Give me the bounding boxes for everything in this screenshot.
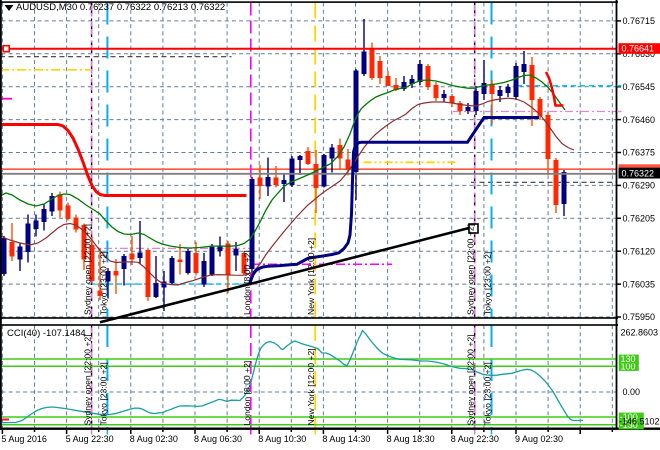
svg-text:0.76545: 0.76545 bbox=[623, 82, 656, 92]
svg-text:0.76375: 0.76375 bbox=[623, 148, 656, 158]
svg-text:8 Aug 06:30: 8 Aug 06:30 bbox=[194, 434, 242, 444]
svg-text:8 Aug 22:30: 8 Aug 22:30 bbox=[451, 434, 499, 444]
svg-text:-146.5102: -146.5102 bbox=[619, 417, 660, 427]
svg-text:262.8603: 262.8603 bbox=[621, 327, 659, 337]
svg-text:London [8:00 +2]: London [8:00 +2] bbox=[242, 250, 252, 315]
svg-text:Tokyo [23:00 +2]: Tokyo [23:00 +2] bbox=[483, 252, 493, 315]
svg-text:Tokyo [23:00 +2]: Tokyo [23:00 +2] bbox=[98, 252, 108, 315]
svg-text:Tokyo [23:00 +2]: Tokyo [23:00 +2] bbox=[98, 362, 108, 425]
svg-text:0.76641: 0.76641 bbox=[622, 44, 655, 54]
svg-text:0.76322: 0.76322 bbox=[622, 168, 655, 178]
svg-text:100: 100 bbox=[621, 361, 636, 371]
svg-text:8 Aug 18:30: 8 Aug 18:30 bbox=[387, 434, 435, 444]
svg-text:Sydney open [22:00 +2]: Sydney open [22:00 +2] bbox=[83, 224, 93, 315]
svg-text:New York [12:00 +2]: New York [12:00 +2] bbox=[306, 238, 316, 315]
svg-text:8 Aug 14:30: 8 Aug 14:30 bbox=[322, 434, 370, 444]
svg-text:Sydney open [22:00 +2]: Sydney open [22:00 +2] bbox=[83, 334, 93, 425]
svg-text:AUDUSD,M30 0.76237 0.76322 0.: AUDUSD,M30 0.76237 0.76322 0.76213 0.763… bbox=[16, 2, 225, 13]
svg-text:0.00: 0.00 bbox=[623, 387, 641, 397]
svg-text:5 Aug 22:30: 5 Aug 22:30 bbox=[66, 434, 114, 444]
svg-text:Sydney open [22:00 +2]: Sydney open [22:00 +2] bbox=[466, 334, 476, 425]
svg-text:London [8:00 +2]: London [8:00 +2] bbox=[242, 361, 252, 426]
svg-text:0.76630: 0.76630 bbox=[623, 49, 656, 59]
svg-text:8 Aug 02:30: 8 Aug 02:30 bbox=[130, 434, 178, 444]
svg-text:0.75950: 0.75950 bbox=[623, 312, 656, 322]
svg-text:New York [12:00 +2]: New York [12:00 +2] bbox=[306, 348, 316, 425]
svg-text:0.76205: 0.76205 bbox=[623, 214, 656, 224]
svg-text:8 Aug 10:30: 8 Aug 10:30 bbox=[258, 434, 306, 444]
svg-text:0.76035: 0.76035 bbox=[623, 279, 656, 289]
svg-text:CCI(40) -107.1484: CCI(40) -107.1484 bbox=[7, 328, 86, 339]
svg-text:0.76460: 0.76460 bbox=[623, 115, 656, 125]
svg-text:Sydney open [22:00 +2]: Sydney open [22:00 +2] bbox=[466, 224, 476, 315]
svg-text:Tokyo [23:00 +2]: Tokyo [23:00 +2] bbox=[483, 362, 493, 425]
svg-text:-130: -130 bbox=[620, 420, 638, 430]
svg-text:0.76715: 0.76715 bbox=[623, 16, 656, 26]
svg-text:0.76120: 0.76120 bbox=[623, 246, 656, 256]
svg-text:-100: -100 bbox=[620, 412, 638, 422]
svg-text:0.76290: 0.76290 bbox=[623, 181, 656, 191]
svg-text:9 Aug 02:30: 9 Aug 02:30 bbox=[515, 434, 563, 444]
svg-text:130: 130 bbox=[621, 354, 636, 364]
svg-text:5 Aug 2016: 5 Aug 2016 bbox=[1, 434, 47, 444]
